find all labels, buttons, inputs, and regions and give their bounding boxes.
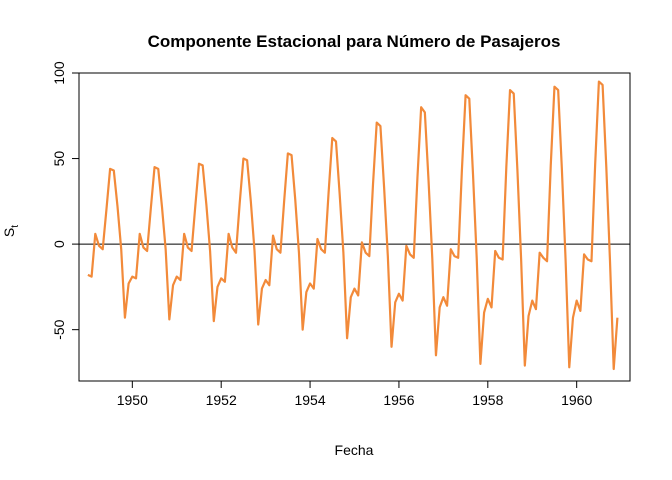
plot-area: 1950 1952 1954 1956 1958 1960 -50 0 50 100 [51,61,631,408]
y-axis-title-main: S [1,228,17,237]
x-tick-label: 1956 [383,392,414,408]
x-tick-label: 1958 [472,392,503,408]
x-tick-label: 1950 [117,392,148,408]
x-tick-label: 1952 [206,392,237,408]
x-axis-title: Fecha [335,442,374,458]
y-tick-label: -50 [51,319,67,339]
y-tick-label: 100 [51,61,67,85]
seasonal-series-line [87,80,619,371]
y-tick-label: 0 [51,240,67,248]
y-tick-label: 50 [51,151,67,167]
plot-frame [78,72,631,382]
y-axis-title: St [1,225,21,237]
x-tick-label: 1954 [294,392,325,408]
svg-text:St: St [1,225,21,237]
y-axis-title-subscript: t [10,225,21,228]
x-tick-label: 1960 [561,392,592,408]
chart-title: Componente Estacional para Número de Pas… [148,32,561,51]
